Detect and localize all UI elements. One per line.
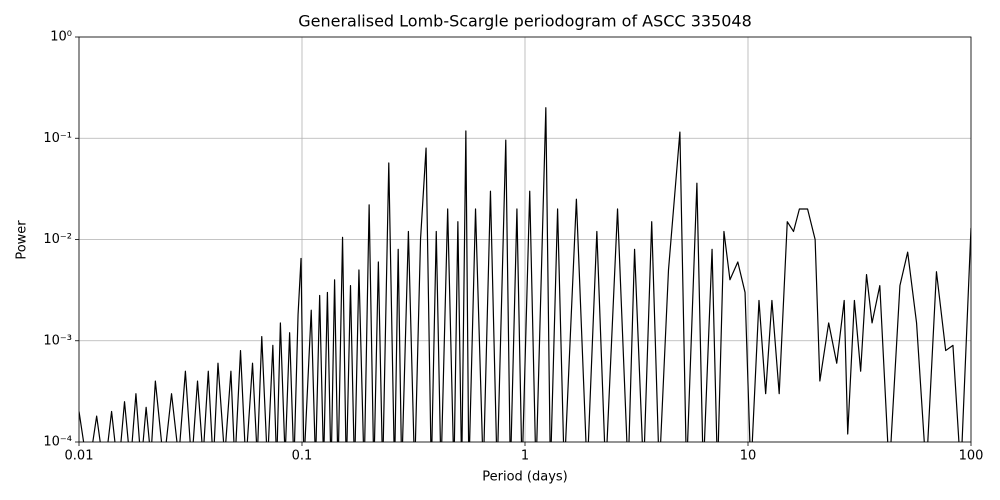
x-tick-label: 10 [740, 449, 757, 464]
y-tick-label: 10⁻² [43, 232, 72, 247]
plot-area [79, 107, 971, 442]
periodogram-line [79, 107, 971, 442]
y-axis-label: Power [15, 220, 30, 260]
y-tick-label: 10⁻¹ [43, 131, 72, 146]
x-tick-label: 0.1 [292, 449, 313, 464]
x-axis-label: Period (days) [482, 470, 568, 485]
chart-title: Generalised Lomb-Scargle periodogram of … [298, 12, 752, 31]
x-tick-label: 1 [521, 449, 529, 464]
tick-layer: 0.01 0.1 1 10 100 10⁻⁴ 10⁻³ 10⁻² 10⁻¹ 10⁰ [43, 30, 983, 464]
y-tick-label: 10⁰ [50, 30, 72, 45]
y-tick-label: 10⁻³ [43, 333, 72, 348]
x-tick-label: 100 [959, 449, 984, 464]
y-tick-label: 10⁻⁴ [43, 435, 72, 450]
x-tick-label: 0.01 [65, 449, 94, 464]
